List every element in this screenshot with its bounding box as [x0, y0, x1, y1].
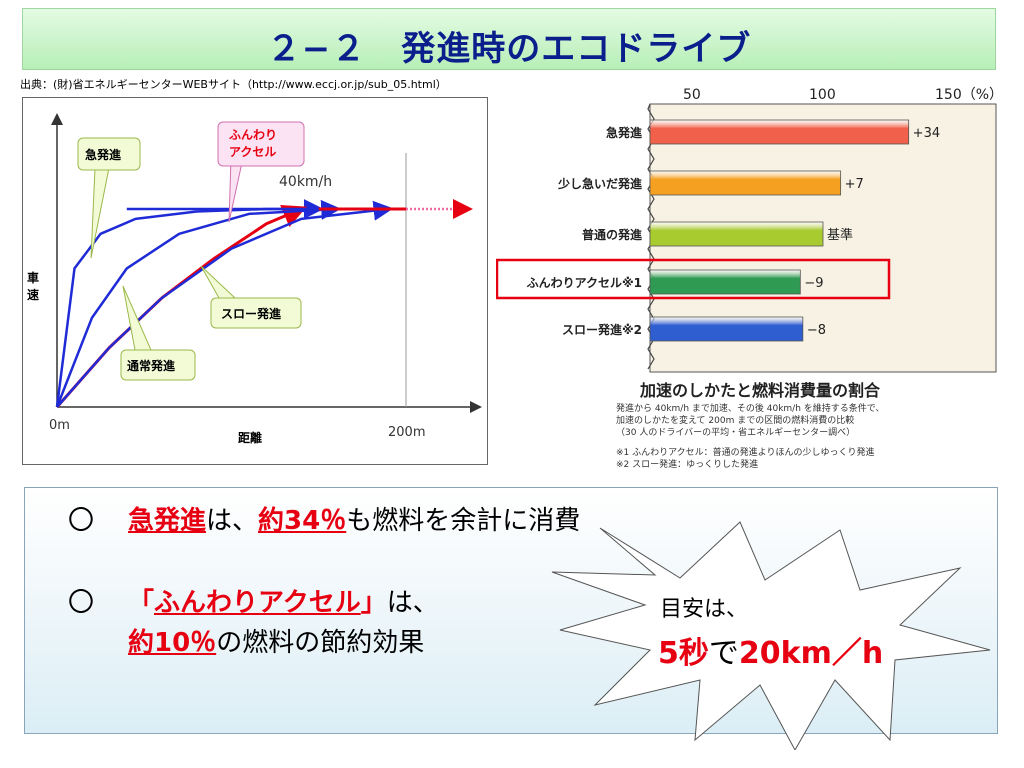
callout-slow-label: スロー発進	[221, 306, 282, 321]
bullet2-text: は、	[386, 588, 439, 618]
callout-kyu-box	[77, 137, 141, 171]
callout-pointer-kyu	[90, 167, 110, 259]
bullet1-highlight-34: 約34％	[258, 506, 347, 536]
bar-4	[649, 269, 801, 295]
fuel-consumption-chart: 50 100 150（%） 急発進 +34 少し急いだ発進 +7 普通の発進 基準ふんわりアクセ…	[496, 84, 1016, 484]
category-label: 急発進	[606, 125, 643, 140]
bullet2-quote-open: 「	[128, 588, 155, 618]
chart-note: （30 人のドライバーの平均・省エネルギーセンター調べ）	[616, 426, 855, 438]
bullet-line-1: 〇 急発進は、約34％も燃料を余計に消費	[68, 500, 580, 537]
burst-highlight-5s: 5秒	[658, 636, 709, 671]
category-label: 普通の発進	[582, 227, 643, 242]
title-bar: ２−２ 発進時のエコドライブ	[22, 8, 996, 70]
fuel-consumption-chart-svg: 50 100 150（%） 急発進 +34 少し急いだ発進 +7 普通の発進 基準ふんわりアクセ…	[496, 87, 1003, 470]
chart-title: 加速のしかたと燃料消費量の割合	[639, 381, 881, 400]
starburst-callout	[551, 521, 991, 750]
bar-value-label: 基準	[827, 227, 853, 243]
bar-value-label: +34	[913, 126, 940, 141]
callout-funwari-label: アクセル	[229, 145, 276, 159]
bar-value-label: −9	[804, 276, 823, 291]
bullet1-text-1: は、	[206, 506, 259, 536]
bar-value-label: +7	[845, 177, 864, 192]
callout-pointer-funwari	[228, 157, 244, 223]
speed-distance-chart: 0m 200m 距離 車速 40km/h 急発進 ふんわりアクセル通常発進 スロー発進	[22, 97, 488, 465]
starburst-shape	[551, 521, 991, 750]
y-axis-label: 車	[27, 270, 39, 285]
chart-note: ※2 スロー発進：ゆっくりした発進	[616, 458, 758, 470]
x-axis-label: 距離	[238, 430, 262, 445]
speed-label-40kmh: 40km/h	[279, 174, 332, 190]
callout-funwari-box	[217, 121, 305, 167]
bullet-mark-2: 〇	[68, 588, 95, 618]
bar-5	[649, 316, 804, 342]
chart-note: 発進から 40km/h まで加速、その後 40km/h を維持する条件で、	[616, 402, 884, 414]
axis-tick-label: 150（%）	[935, 87, 1003, 103]
source-citation: 出典：(財)省エネルギーセンターWEBサイト（http://www.eccj.o…	[20, 78, 447, 91]
chart-note: 加速のしかたを変えて 200m までの区間の燃料消費の比較	[616, 414, 854, 426]
series-line-3	[55, 199, 342, 408]
bullet3-highlight-10: 約10％	[128, 628, 217, 658]
axis-tick-label: 50	[683, 87, 701, 103]
highlight-box	[496, 258, 891, 300]
x-tick-label: 0m	[49, 418, 70, 433]
bullet2-quote-close: 」	[360, 588, 387, 618]
axis-tick-label: 100	[809, 87, 836, 103]
callout-funwari-label: ふんわり	[229, 128, 277, 142]
burst-text-de: で	[708, 636, 739, 671]
bullet1-highlight-kyu: 急発進	[128, 506, 207, 536]
category-label: 少し急いだ発進	[557, 176, 643, 191]
bullet3-text: の燃料の節約効果	[216, 628, 425, 658]
bar-2	[649, 170, 842, 196]
bullet-line-2: 〇 「ふんわりアクセル」は、	[68, 582, 439, 619]
callout-tsujo-box	[120, 349, 196, 381]
bullet-mark-1: 〇	[68, 506, 95, 536]
callout-pointer-tsujo	[122, 285, 152, 351]
callout-kyu-label: 急発進	[85, 147, 122, 162]
category-label: スロー発進※2	[562, 322, 642, 337]
bar-value-label: −8	[807, 323, 826, 338]
callout-slow-box	[210, 297, 302, 329]
bullet1-text-2: も燃料を余計に消費	[346, 506, 581, 536]
category-label: ふんわりアクセル※1	[527, 276, 642, 290]
burst-text-2: 5秒で20km／h	[658, 628, 883, 672]
bullet2-highlight-funwari: ふんわりアクセル	[154, 588, 361, 618]
y-axis-label: 速	[27, 287, 39, 302]
series-line-4	[56, 200, 394, 408]
callout-tsujo-label: 通常発進	[127, 358, 176, 373]
bullet-line-3: 約10％の燃料の節約効果	[128, 622, 424, 659]
callout-pointer-slow	[200, 265, 237, 299]
burst-highlight-20kmh: 20km／h	[738, 636, 884, 671]
bar-1	[649, 119, 910, 145]
chart-note: ※1 ふんわりアクセル：普通の発進よりほんの少しゆっくり発進	[616, 446, 875, 458]
burst-text-1: 目安は、	[660, 597, 749, 622]
x-tick-label: 200m	[388, 425, 425, 440]
bar-3	[649, 221, 824, 247]
slide-title: ２−２ 発進時のエコドライブ	[266, 29, 752, 69]
